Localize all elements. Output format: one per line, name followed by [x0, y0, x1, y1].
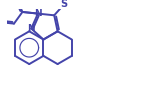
Text: N: N — [28, 24, 35, 33]
Text: S: S — [60, 0, 68, 9]
Text: N: N — [34, 9, 41, 18]
